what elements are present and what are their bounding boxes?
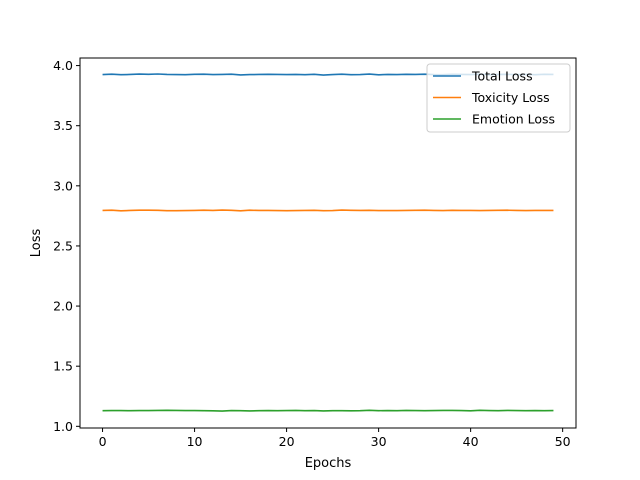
x-tick-label: 40 [463, 434, 479, 449]
emotion-loss-line [102, 409, 554, 412]
x-axis-label: Epochs [305, 456, 352, 471]
toxicity-loss-line [102, 209, 554, 212]
x-tick-label: 10 [187, 434, 203, 449]
toxicity-loss-legend-label: Toxicity Loss [471, 90, 550, 105]
y-axis-label: Loss [29, 229, 44, 258]
legend-box [426, 63, 571, 133]
y-tick-label: 3.5 [53, 118, 73, 133]
axes-frame [79, 57, 577, 429]
x-tick-label: 0 [99, 434, 107, 449]
x-tick-label: 20 [279, 434, 295, 449]
legend-entries: Total Loss Toxicity Loss Emotion Loss [433, 69, 555, 127]
y-tick-label: 2.0 [53, 299, 73, 314]
axes [79, 57, 577, 429]
emotion-loss-legend-label: Emotion Loss [472, 112, 555, 127]
y-tick-label: 1.5 [53, 359, 73, 374]
x-axis-ticks: 0 10 20 30 40 50 [99, 428, 571, 449]
y-tick-label: 3.0 [53, 178, 73, 193]
legend: Total Loss Toxicity Loss Emotion Loss [426, 63, 571, 133]
x-tick-label: 30 [371, 434, 387, 449]
y-tick-label: 1.0 [53, 419, 73, 434]
total-loss-legend-label: Total Loss [471, 69, 533, 84]
y-tick-label: 4.0 [53, 58, 73, 73]
x-tick-label: 50 [555, 434, 571, 449]
y-tick-label: 2.5 [53, 238, 73, 253]
y-axis-ticks: 1.0 1.5 2.0 2.5 3.0 3.5 4.0 [53, 58, 80, 434]
